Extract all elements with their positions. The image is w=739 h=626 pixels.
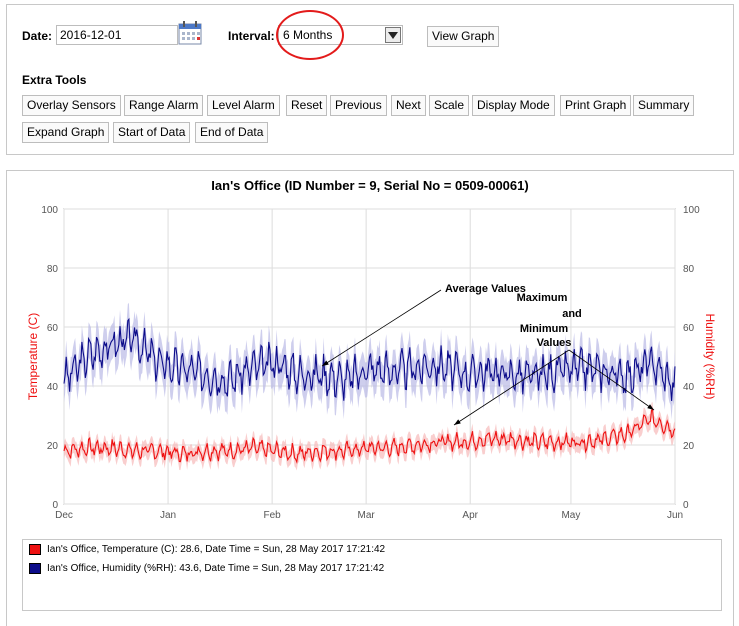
annotation-maximum: Maximum: [517, 292, 568, 304]
y-tick-label: 60: [47, 323, 59, 334]
tool-next-button[interactable]: Next: [391, 95, 426, 116]
y2-tick-label: 0: [683, 500, 689, 511]
tool-level-alarm-button[interactable]: Level Alarm: [207, 95, 280, 116]
tool-range-alarm-button[interactable]: Range Alarm: [124, 95, 204, 116]
tool-expand-graph-button[interactable]: Expand Graph: [22, 122, 110, 143]
y2-tick-label: 40: [683, 382, 695, 393]
y2-tick-label: 60: [683, 323, 695, 334]
series-line-humidity: [63, 317, 676, 401]
annotation-average: Average Values: [445, 283, 526, 295]
y-tick-label: 0: [52, 500, 58, 511]
annotation-and: and: [562, 308, 582, 320]
y-tick-label: 100: [41, 205, 58, 216]
series-line-temperature: [63, 408, 676, 465]
highlight-circle: [276, 10, 344, 60]
annotation-arrowhead: [647, 404, 654, 410]
tool-previous-button[interactable]: Previous: [330, 95, 387, 116]
extra-tools-label: Extra Tools: [22, 73, 87, 87]
annotation-arrowhead: [322, 360, 329, 366]
humidity-swatch: [29, 563, 41, 574]
interval-label: Interval:: [228, 29, 275, 43]
annotation-values: Values: [537, 337, 572, 349]
legend-text: Ian's Office, Temperature (C): 28.6, Dat…: [47, 544, 386, 556]
tool-print-graph-button[interactable]: Print Graph: [560, 95, 632, 116]
tool-scale-button[interactable]: Scale: [429, 95, 470, 116]
x-tick-label: Jan: [160, 510, 176, 521]
legend: Ian's Office, Temperature (C): 28.6, Dat…: [22, 539, 722, 611]
annotation-arrow: [568, 349, 655, 411]
annotation-arrowhead: [454, 419, 461, 425]
y2-tick-label: 80: [683, 264, 695, 275]
y-tick-label: 40: [47, 382, 59, 393]
view-graph-button[interactable]: View Graph: [427, 26, 500, 47]
date-label: Date:: [22, 29, 53, 43]
chart-title: Ian's Office (ID Number = 9, Serial No =…: [211, 178, 528, 193]
x-tick-label: May: [561, 510, 580, 521]
y-axis-label: Temperature (C): [26, 313, 40, 400]
y2-tick-label: 100: [683, 205, 700, 216]
annotation-minimum: Minimum: [520, 323, 568, 335]
tool-reset-button[interactable]: Reset: [286, 95, 328, 116]
x-tick-label: Jun: [667, 510, 683, 521]
legend-item-temperature: Ian's Office, Temperature (C): 28.6, Dat…: [29, 544, 385, 556]
chart: Ian's Office (ID Number = 9, Serial No =…: [26, 178, 717, 521]
x-tick-label: Feb: [264, 510, 282, 521]
y-tick-label: 20: [47, 441, 59, 452]
tool-display-mode-button[interactable]: Display Mode: [472, 95, 555, 116]
chevron-down-icon[interactable]: [385, 27, 401, 43]
x-tick-label: Dec: [55, 510, 73, 521]
temperature-swatch: [29, 544, 41, 555]
calendar-icon[interactable]: [178, 20, 204, 46]
tool-overlay-sensors-button[interactable]: Overlay Sensors: [22, 95, 121, 116]
y-tick-label: 80: [47, 264, 59, 275]
tool-summary-button[interactable]: Summary: [633, 95, 695, 116]
x-tick-label: Apr: [462, 510, 478, 521]
legend-text: Ian's Office, Humidity (%RH): 43.6, Date…: [47, 563, 385, 575]
date-field[interactable]: 2016-12-01: [56, 25, 178, 45]
tool-end-of-data-button[interactable]: End of Data: [195, 122, 269, 143]
y2-axis-label: Humidity (%RH): [703, 313, 717, 399]
x-tick-label: Mar: [358, 510, 376, 521]
annotation-arrow: [321, 289, 442, 367]
tool-start-of-data-button[interactable]: Start of Data: [113, 122, 191, 143]
legend-item-humidity: Ian's Office, Humidity (%RH): 43.6, Date…: [29, 563, 384, 575]
y2-tick-label: 20: [683, 441, 695, 452]
annotation-arrow: [453, 349, 570, 426]
